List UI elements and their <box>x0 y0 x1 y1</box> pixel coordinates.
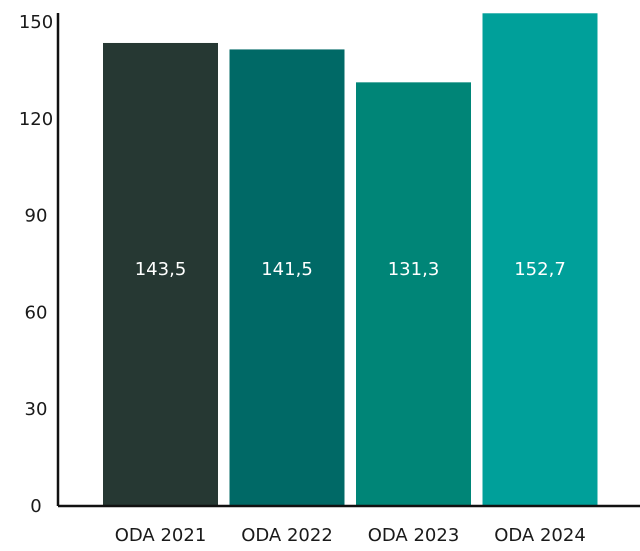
y-tick-label-0: 0 <box>30 496 41 517</box>
bar-oda-2021 <box>103 42 218 507</box>
value-label-oda-2021: 143,5 <box>135 259 187 280</box>
value-labels-layer: 143,5 141,5 131,3 152,7 <box>135 259 566 280</box>
bar-oda-2022 <box>229 49 345 506</box>
y-tick-label-120: 120 <box>19 109 53 130</box>
x-axis-labels: ODA 2021 ODA 2022 ODA 2023 ODA 2024 <box>115 525 586 546</box>
y-tick-label-60: 60 <box>25 302 48 323</box>
y-axis-ticks: 0 30 60 90 120 150 <box>19 12 53 517</box>
category-label-oda-2023: ODA 2023 <box>368 525 460 546</box>
category-label-oda-2024: ODA 2024 <box>494 525 586 546</box>
category-label-oda-2021: ODA 2021 <box>115 525 207 546</box>
y-tick-label-30: 30 <box>25 399 48 420</box>
y-tick-label-150: 150 <box>19 12 53 33</box>
value-label-oda-2023: 131,3 <box>388 259 440 280</box>
y-tick-label-90: 90 <box>25 206 48 227</box>
bar-oda-2024 <box>482 13 598 507</box>
value-label-oda-2022: 141,5 <box>261 259 313 280</box>
bar-oda-2023 <box>356 82 471 506</box>
bars-layer <box>103 13 598 507</box>
value-label-oda-2024: 152,7 <box>514 259 566 280</box>
category-label-oda-2022: ODA 2022 <box>241 525 333 546</box>
